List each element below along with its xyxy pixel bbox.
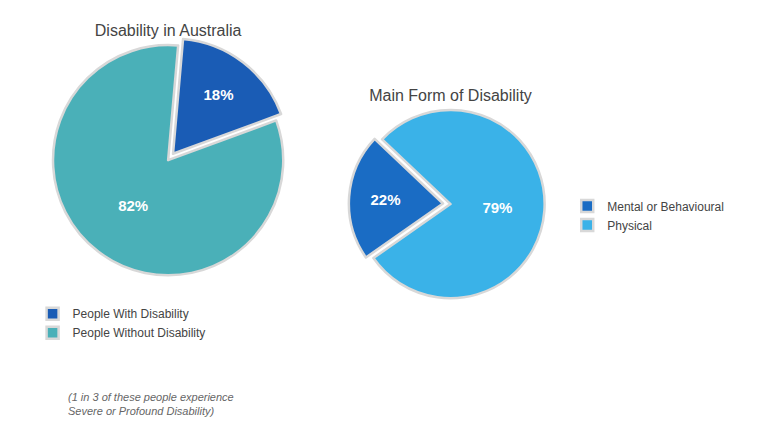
svg-text:Disability in Australia: Disability in Australia	[95, 22, 242, 39]
svg-text:People Without Disability: People Without Disability	[73, 326, 206, 340]
svg-text:18%: 18%	[204, 86, 234, 103]
svg-text:Mental or Behavioural: Mental or Behavioural	[607, 200, 724, 214]
svg-text:79%: 79%	[482, 199, 512, 216]
svg-text:People With Disability: People With Disability	[73, 307, 189, 321]
svg-text:22%: 22%	[370, 191, 400, 208]
svg-text:(1 in 3 of these people experi: (1 in 3 of these people experienceSevere…	[68, 391, 234, 417]
svg-text:Physical: Physical	[607, 219, 652, 233]
svg-text:82%: 82%	[118, 197, 148, 214]
svg-text:Main Form of Disability: Main Form of Disability	[369, 87, 532, 104]
